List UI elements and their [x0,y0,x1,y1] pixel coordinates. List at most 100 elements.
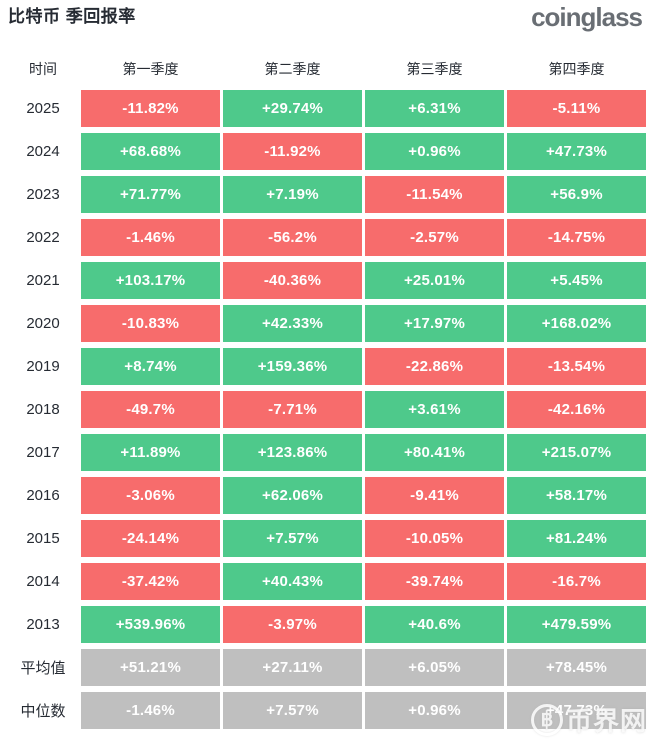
return-cell-q1: +11.89% [81,434,220,471]
return-cell-q2: -56.2% [223,219,362,256]
return-cell-q2: -11.92% [223,133,362,170]
table-row: 2016 -3.06% +62.06% -9.41% +58.17% [0,477,650,514]
return-cell-q1: -1.46% [81,219,220,256]
return-cell-q4: +215.07% [507,434,646,471]
row-label: 2017 [26,444,60,461]
return-cell-q1: -10.83% [81,305,220,342]
return-cell-q2: +40.43% [223,563,362,600]
table-row: 2019 +8.74% +159.36% -22.86% -13.54% [0,348,650,385]
return-cell-q3: +17.97% [365,305,504,342]
header-bar: 比特币 季回报率 coinglass [0,0,650,32]
return-cell-q1: -24.14% [81,520,220,557]
return-cell-q2: +7.57% [223,520,362,557]
table-row: 2018 -49.7% -7.71% +3.61% -42.16% [0,391,650,428]
return-cell-q1: +8.74% [81,348,220,385]
return-cell-q4: -42.16% [507,391,646,428]
table-row: 中位数 -1.46% +7.57% +0.96% +47.73% [0,692,650,729]
return-cell-q3: +25.01% [365,262,504,299]
row-label: 2022 [26,229,60,246]
return-cell-q4: -13.54% [507,348,646,385]
coinglass-logo: coinglass [531,2,643,32]
return-cell-q3: +6.31% [365,90,504,127]
table-row: 2013 +539.96% -3.97% +40.6% +479.59% [0,606,650,643]
return-cell-q4: +47.73% [507,692,646,729]
return-cell-q1: +71.77% [81,176,220,213]
returns-table: 2025 -11.82% +29.74% +6.31% -5.11% 2024 … [0,90,650,729]
return-cell-q4: +47.73% [507,133,646,170]
table-row: 2014 -37.42% +40.43% -39.74% -16.7% [0,563,650,600]
return-cell-q2: +7.19% [223,176,362,213]
return-cell-q1: -3.06% [81,477,220,514]
column-header-time: 时间 [29,61,57,77]
return-cell-q4: +58.17% [507,477,646,514]
table-row: 2015 -24.14% +7.57% -10.05% +81.24% [0,520,650,557]
return-cell-q4: -14.75% [507,219,646,256]
table-row: 2022 -1.46% -56.2% -2.57% -14.75% [0,219,650,256]
return-cell-q4: -5.11% [507,90,646,127]
row-label: 2019 [26,358,60,375]
return-cell-q3: -11.54% [365,176,504,213]
table-row: 2017 +11.89% +123.86% +80.41% +215.07% [0,434,650,471]
return-cell-q3: +80.41% [365,434,504,471]
row-label: 2015 [26,530,60,547]
return-cell-q2: -3.97% [223,606,362,643]
return-cell-q2: +123.86% [223,434,362,471]
return-cell-q3: -9.41% [365,477,504,514]
page-title: 比特币 季回报率 [8,7,136,26]
column-header-q2: 第二季度 [264,61,321,77]
return-cell-q1: -11.82% [81,90,220,127]
return-cell-q1: +103.17% [81,262,220,299]
return-cell-q3: -2.57% [365,219,504,256]
return-cell-q3: +3.61% [365,391,504,428]
table-row: 2021 +103.17% -40.36% +25.01% +5.45% [0,262,650,299]
return-cell-q4: +5.45% [507,262,646,299]
column-header-q3: 第三季度 [406,61,463,77]
row-label: 2016 [26,487,60,504]
return-cell-q4: -16.7% [507,563,646,600]
row-label: 2014 [26,573,60,590]
return-cell-q1: +68.68% [81,133,220,170]
return-cell-q1: +51.21% [81,649,220,686]
table-header-row: 时间 第一季度 第二季度 第三季度 第四季度 [0,60,650,78]
return-cell-q4: +479.59% [507,606,646,643]
return-cell-q2: +159.36% [223,348,362,385]
return-cell-q2: +29.74% [223,90,362,127]
row-label: 平均值 [20,660,66,677]
column-header-q4: 第四季度 [548,61,605,77]
return-cell-q3: +40.6% [365,606,504,643]
return-cell-q1: +539.96% [81,606,220,643]
return-cell-q3: -39.74% [365,563,504,600]
table-row: 2023 +71.77% +7.19% -11.54% +56.9% [0,176,650,213]
return-cell-q1: -49.7% [81,391,220,428]
return-cell-q2: +7.57% [223,692,362,729]
return-cell-q4: +81.24% [507,520,646,557]
return-cell-q3: +6.05% [365,649,504,686]
return-cell-q2: +27.11% [223,649,362,686]
row-label: 2025 [26,100,60,117]
return-cell-q3: -22.86% [365,348,504,385]
return-cell-q3: +0.96% [365,692,504,729]
return-cell-q3: -10.05% [365,520,504,557]
row-label: 2020 [26,315,60,332]
return-cell-q1: -1.46% [81,692,220,729]
return-cell-q3: +0.96% [365,133,504,170]
row-label: 2021 [26,272,60,289]
table-row: 2020 -10.83% +42.33% +17.97% +168.02% [0,305,650,342]
column-header-q1: 第一季度 [122,61,179,77]
return-cell-q2: +42.33% [223,305,362,342]
table-row: 平均值 +51.21% +27.11% +6.05% +78.45% [0,649,650,686]
return-cell-q2: -40.36% [223,262,362,299]
row-label: 2013 [26,616,60,633]
row-label: 中位数 [20,703,66,720]
row-label: 2024 [26,143,60,160]
return-cell-q2: +62.06% [223,477,362,514]
return-cell-q2: -7.71% [223,391,362,428]
return-cell-q4: +56.9% [507,176,646,213]
table-row: 2024 +68.68% -11.92% +0.96% +47.73% [0,133,650,170]
table-row: 2025 -11.82% +29.74% +6.31% -5.11% [0,90,650,127]
row-label: 2018 [26,401,60,418]
return-cell-q1: -37.42% [81,563,220,600]
return-cell-q4: +168.02% [507,305,646,342]
row-label: 2023 [26,186,60,203]
